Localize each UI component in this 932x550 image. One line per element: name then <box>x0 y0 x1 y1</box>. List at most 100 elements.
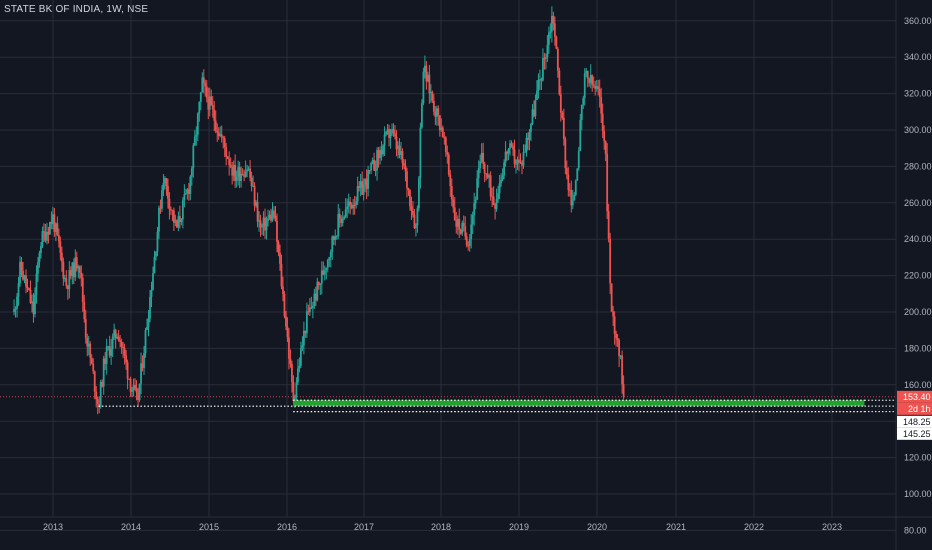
candle-body-up <box>267 218 269 222</box>
candle-body-down <box>211 104 214 110</box>
candle-body-down <box>288 337 290 359</box>
candle-body-down <box>220 134 223 138</box>
candle-body-up <box>470 224 473 239</box>
candle-body-down <box>80 272 83 278</box>
candle-body-up <box>237 167 240 177</box>
candle-body-down <box>86 337 89 347</box>
candle-body-down <box>607 211 610 239</box>
candle-body-down <box>304 330 307 334</box>
level-price-label: 145.25 <box>903 429 931 439</box>
candle-body-down <box>443 137 446 139</box>
candle-body-up <box>549 31 552 33</box>
candle-body-down <box>289 358 292 364</box>
level-price-tag <box>897 415 932 428</box>
candle-body-down <box>101 381 104 387</box>
candle-body-down <box>125 355 127 363</box>
candle-body-up <box>352 204 355 209</box>
candle-body-up <box>107 346 110 348</box>
candle-body-up <box>589 75 592 83</box>
candle-body-down <box>388 129 390 138</box>
candle-body-up <box>162 182 165 191</box>
candle-body-up <box>184 192 187 195</box>
candle-body-up <box>17 283 20 297</box>
candle-body-down <box>256 201 259 222</box>
support-zone <box>293 400 865 407</box>
candle-body-down <box>270 214 272 221</box>
candle-body-up <box>497 193 499 200</box>
candle-body-down <box>558 70 561 95</box>
candle-body-down <box>368 170 371 172</box>
time-axis[interactable]: 2013 2014 2015 2016 2017 2018 2019 2020 2021 2022… <box>43 522 842 532</box>
price-axis[interactable]: 80.00100.00120.00140.00160.00180.00200.0… <box>904 16 932 536</box>
candle-body-up <box>435 108 438 117</box>
candle-body-down <box>350 204 353 209</box>
candle-body-up <box>397 145 399 150</box>
candle-series <box>13 6 625 415</box>
candle-body-up <box>573 194 576 201</box>
candle-body-up <box>87 343 90 347</box>
candle-body-down <box>459 229 462 234</box>
candle-body-down <box>141 363 144 368</box>
candle-body-down <box>50 222 53 224</box>
candle-body-down <box>175 220 178 228</box>
candle-body-up <box>421 103 423 128</box>
candle-body-down <box>482 152 485 164</box>
candle-body-up <box>153 256 156 274</box>
candle-body-down <box>494 205 497 209</box>
candle-body-down <box>223 138 226 148</box>
candle-body-down <box>604 141 607 154</box>
candle-body-down <box>60 252 63 262</box>
candle-body-up <box>550 15 553 32</box>
candle-body-down <box>485 173 488 175</box>
candle-body-down <box>285 316 287 327</box>
candle-body-up <box>161 190 163 209</box>
level-price-label: 148.25 <box>903 417 931 427</box>
candle-body-up <box>155 251 157 257</box>
candle-body-up <box>371 159 374 164</box>
candle-body-down <box>292 381 295 402</box>
candle-body-up <box>382 145 384 155</box>
candle-body-up <box>328 257 331 260</box>
candle-body-down <box>567 174 570 190</box>
price-tick-label: 280.00 <box>904 161 932 171</box>
candle-body-up <box>265 221 268 231</box>
candle-body-down <box>519 162 522 164</box>
candle-body-down <box>407 187 410 191</box>
candle-body-up <box>379 149 381 159</box>
candle-body-down <box>465 236 468 246</box>
candle-body-down <box>570 190 573 206</box>
candle-body-up <box>583 73 586 98</box>
candle-body-up <box>415 225 417 228</box>
candle-body-down <box>314 293 317 301</box>
candle-body-down <box>249 168 251 178</box>
candle-body-down <box>491 196 494 198</box>
candle-body-up <box>149 296 151 319</box>
candle-body-down <box>243 175 246 177</box>
candle-body-down <box>447 154 450 175</box>
candle-body-down <box>62 261 65 279</box>
candle-body-down <box>332 236 335 240</box>
candle-body-down <box>205 86 208 98</box>
time-tick-label: 2018 <box>431 522 451 532</box>
candle-body-down <box>159 207 162 209</box>
candle-body-up <box>113 329 116 337</box>
candle-body-down <box>264 217 266 231</box>
candle-body-down <box>226 156 229 159</box>
price-tick-label: 220.00 <box>904 271 932 281</box>
candle-body-down <box>568 189 571 191</box>
candle-body-down <box>32 301 35 315</box>
candle-body-down <box>75 257 78 269</box>
candle-body-down <box>119 340 122 342</box>
candle-body-up <box>416 208 419 226</box>
candle-body-down <box>28 288 30 290</box>
candle-body-up <box>524 151 526 153</box>
candle-body-down <box>310 307 313 309</box>
candle-body-up <box>198 101 201 114</box>
candle-body-down <box>615 333 618 339</box>
candle-body-down <box>513 149 516 164</box>
candle-body-up <box>35 273 38 295</box>
candle-body-up <box>298 365 301 369</box>
candle-body-down <box>601 113 604 131</box>
